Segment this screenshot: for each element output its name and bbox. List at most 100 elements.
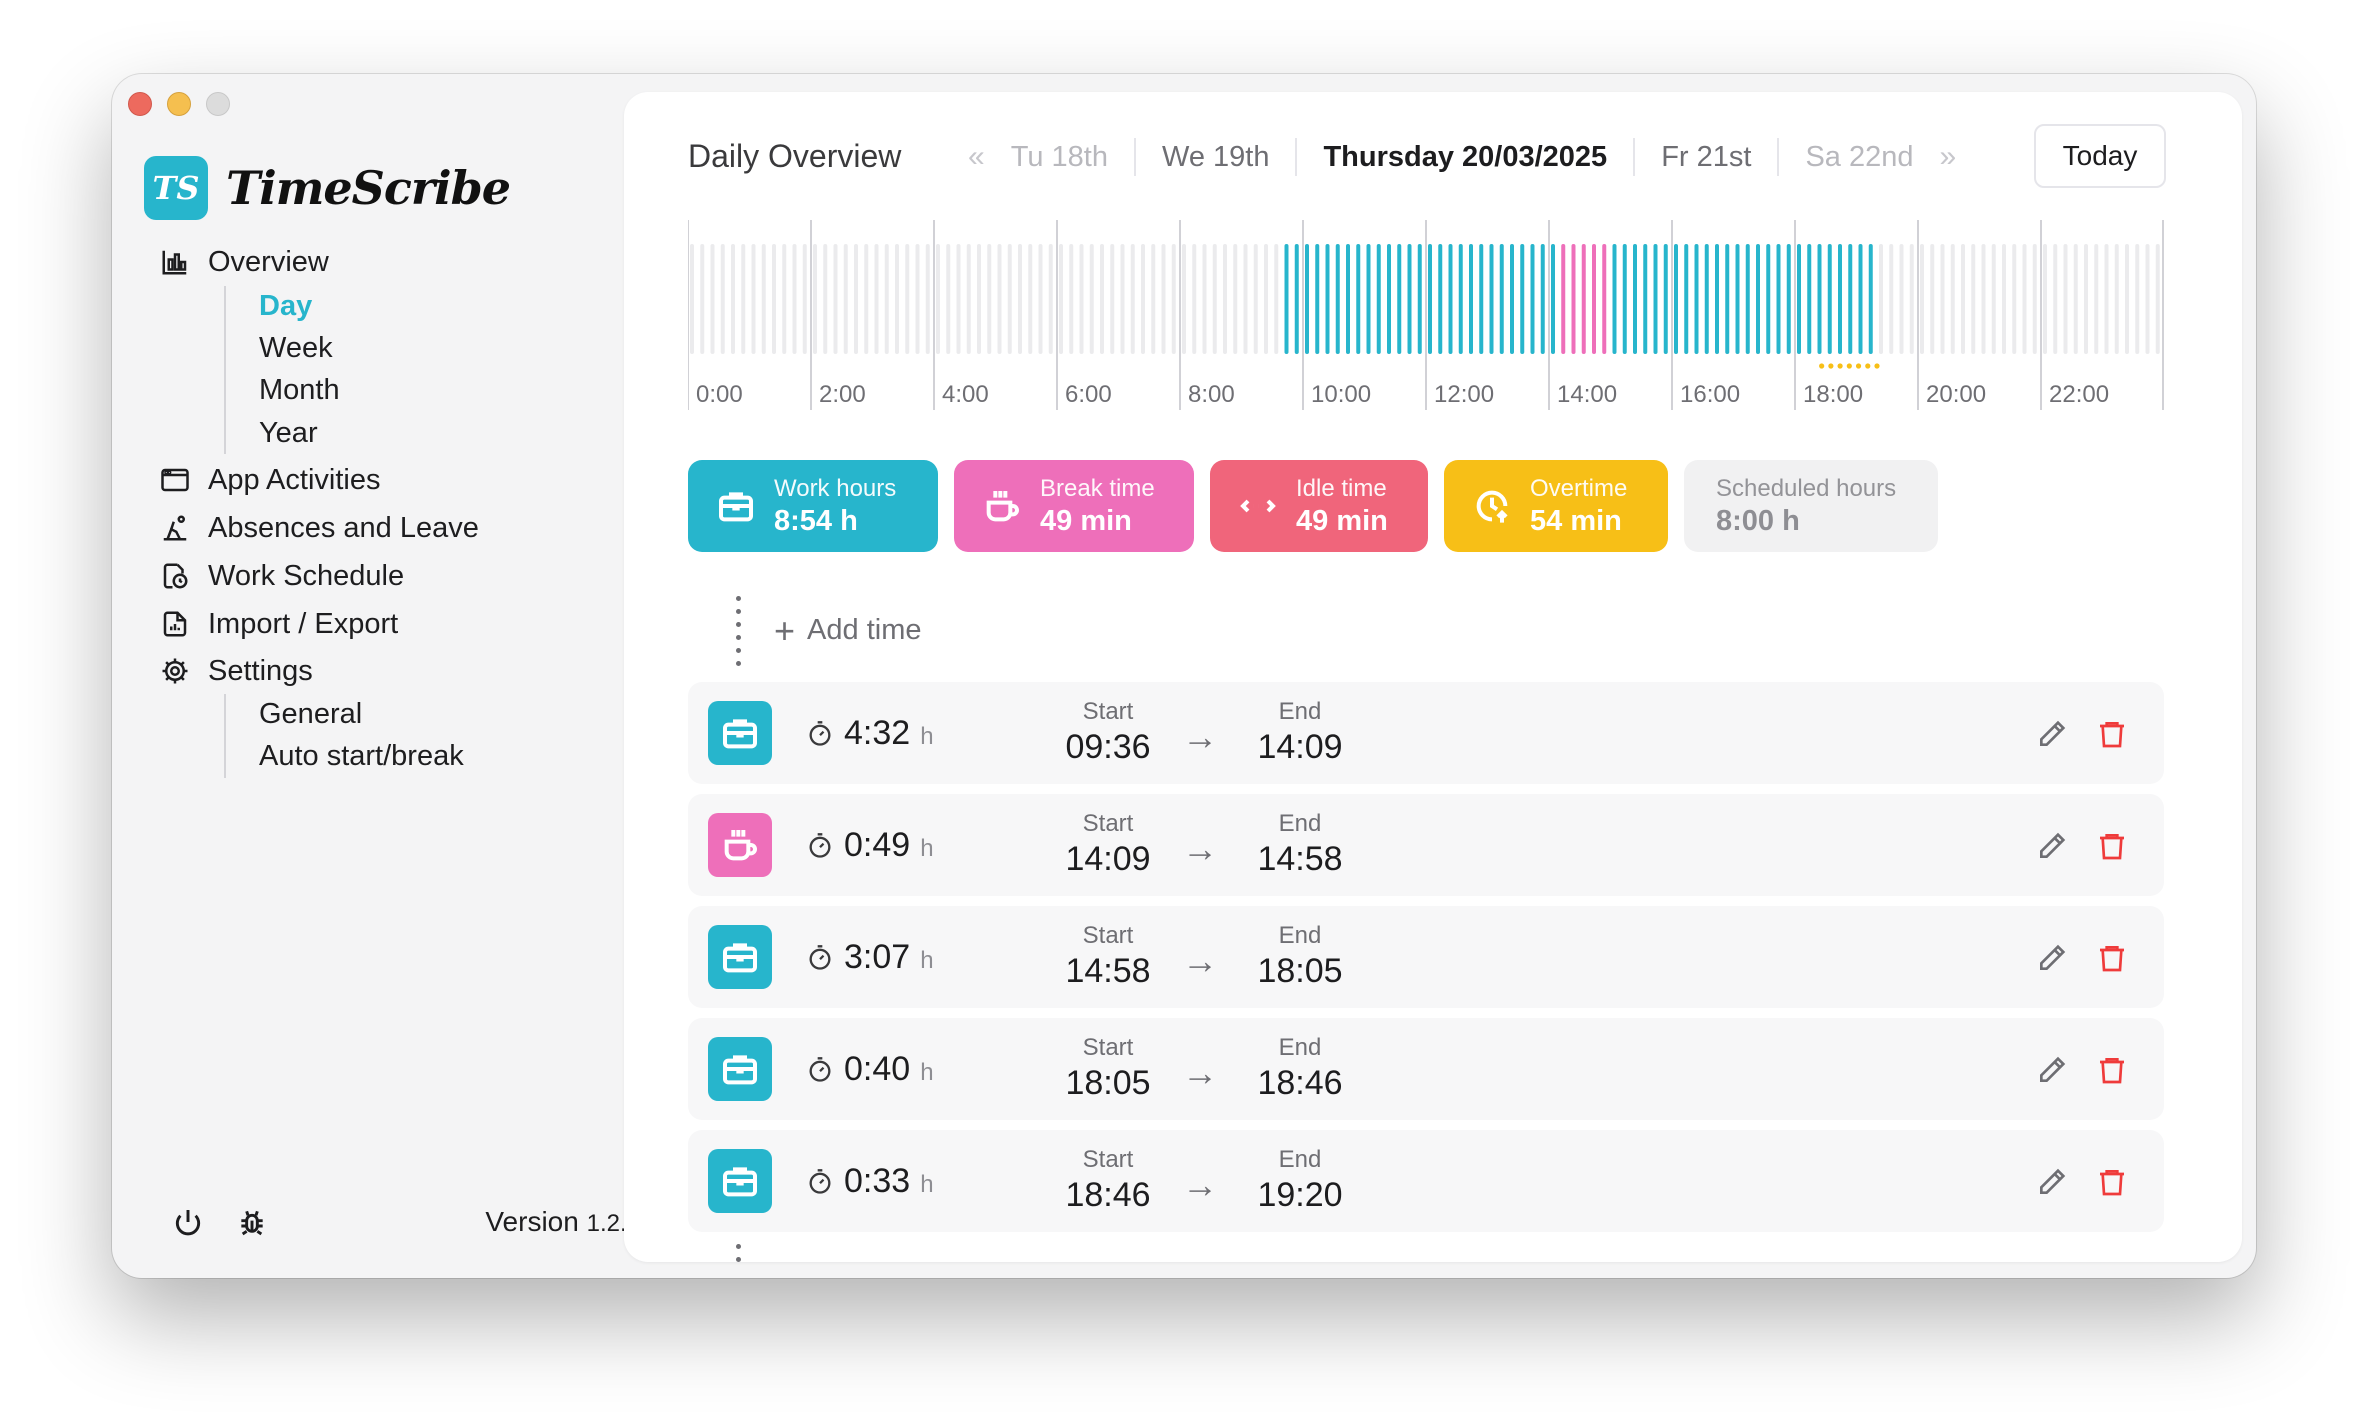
minimize-window-button[interactable] (167, 92, 191, 116)
delete-entry-button[interactable] (2096, 830, 2128, 862)
double-chevron-left-icon[interactable]: « (968, 140, 985, 173)
timeline-slot (2022, 244, 2027, 354)
timeline-slot (854, 244, 858, 354)
timeline-slot (1899, 244, 1904, 354)
page-title: Daily Overview (688, 138, 902, 174)
sidebar-item-absences[interactable]: Absences and Leave (160, 506, 479, 550)
timeline-slot (1018, 244, 1022, 354)
time-entry[interactable]: 0:49 h Start 14:09 → End 14:58 (688, 794, 2164, 896)
sidebar-item-label: App Activities (208, 463, 381, 496)
timeline-slot (2084, 244, 2088, 354)
duration-unit: h (920, 835, 934, 862)
day-separator (1777, 138, 1780, 176)
delete-entry-button[interactable] (2096, 942, 2128, 974)
sidebar-subitem-month[interactable]: Month (259, 373, 340, 406)
timeline-hour-label: 20:00 (1926, 381, 1986, 408)
sidebar-item-label: Absences and Leave (208, 511, 479, 544)
entry-duration: 0:33 h (806, 1162, 934, 1201)
edit-entry-button[interactable] (2036, 1166, 2068, 1198)
timeline-slot (1735, 244, 1740, 354)
timeline-slot (1438, 244, 1443, 354)
double-chevron-right-icon[interactable]: » (1939, 140, 1957, 173)
bug-icon[interactable] (236, 1206, 268, 1238)
edit-entry-button[interactable] (2036, 718, 2068, 750)
entry-type-badge (708, 925, 772, 989)
day-tab-prev-1[interactable]: We 19th (1161, 140, 1270, 173)
delete-entry-button[interactable] (2096, 1054, 2128, 1086)
overtime-marker-dot (1874, 363, 1880, 369)
sidebar-item-app-activities[interactable]: App Activities (160, 458, 380, 502)
chart-icon (162, 250, 187, 275)
app-logo: TS TimeScribe (144, 156, 511, 220)
time-entries-list: 4:32 h Start 09:36 → End 14:09 0:49 h (688, 682, 2164, 1268)
sidebar-item-work-schedule[interactable]: Work Schedule (160, 554, 404, 598)
time-entry[interactable]: 3:07 h Start 14:58 → End 18:05 (688, 906, 2164, 1008)
pencil-icon (2040, 944, 2066, 970)
timeline-slot (1079, 244, 1084, 354)
schedule-icon (163, 563, 188, 589)
duration-value: 0:49 (844, 826, 911, 864)
sidebar-subitem-day[interactable]: Day (259, 289, 313, 322)
timeline-slot (2053, 244, 2058, 354)
timeline-slot (1592, 244, 1596, 354)
end-time: 18:05 (1257, 952, 1343, 990)
sidebar-item-overview[interactable]: Overview (160, 240, 329, 284)
cup-icon (724, 830, 757, 861)
power-icon[interactable] (172, 1206, 204, 1238)
sidebar-subitem-general[interactable]: General (259, 697, 363, 730)
entry-start: Start 14:09 (1048, 810, 1168, 879)
timeline-slot (751, 244, 756, 354)
timeline-slot (1233, 244, 1238, 354)
stopwatch-icon (809, 1056, 831, 1082)
stat-label: Break time (1040, 474, 1155, 502)
edit-entry-button[interactable] (2036, 1054, 2068, 1086)
day-timeline: 0:00 2:00 4:00 6:00 8:00 10:00 12:00 14:00 16:00… (688, 220, 2164, 420)
sidebar-item-label: Import / Export (208, 607, 399, 640)
sidebar-footer: Version 1.2.0 (160, 1200, 640, 1240)
briefcase-icon (723, 943, 757, 973)
entry-duration: 0:49 h (806, 826, 934, 865)
edit-entry-button[interactable] (2036, 942, 2068, 974)
delete-entry-button[interactable] (2096, 1166, 2128, 1198)
timeline-slot (1274, 244, 1279, 354)
timeline-slot (1786, 244, 1791, 354)
end-time: 18:46 (1257, 1064, 1343, 1102)
sidebar-subitem-auto-start-break[interactable]: Auto start/break (259, 739, 464, 772)
zoom-window-button[interactable] (206, 92, 230, 116)
time-entry[interactable]: 0:33 h Start 18:46 → End 19:20 (688, 1130, 2164, 1232)
add-time-button[interactable]: + Add time (774, 612, 921, 648)
duration-value: 3:07 (844, 938, 911, 976)
timeline-slot (2135, 244, 2140, 354)
sidebar-item-settings[interactable]: Settings (160, 649, 313, 693)
timeline-slot (2094, 244, 2099, 354)
day-tab-next-2[interactable]: Sa 22nd (1805, 140, 1914, 173)
timeline-slot (1356, 244, 1361, 354)
close-window-button[interactable] (128, 92, 152, 116)
today-button[interactable]: Today (2034, 124, 2166, 188)
time-entry[interactable]: 4:32 h Start 09:36 → End 14:09 (688, 682, 2164, 784)
timeline-slot (1561, 244, 1566, 354)
duration-unit: h (920, 947, 934, 974)
day-tab-prev-2[interactable]: Tu 18th (1010, 140, 1108, 173)
timeline-hour-label: 16:00 (1680, 381, 1740, 408)
timeline-slot (1376, 244, 1381, 354)
day-tab-next-1[interactable]: Fr 21st (1661, 140, 1752, 173)
time-entry[interactable]: 0:40 h Start 18:05 → End 18:46 (688, 1018, 2164, 1120)
timeline-hour-label: 6:00 (1065, 381, 1112, 408)
sidebar-subitem-year[interactable]: Year (259, 416, 318, 449)
timeline-slot (690, 244, 694, 354)
sidebar-item-import-export[interactable]: Import / Export (160, 602, 398, 646)
end-caption: End (1278, 698, 1322, 725)
clock-up-icon (1476, 490, 1508, 523)
delete-entry-button[interactable] (2096, 718, 2128, 750)
timeline-slot (987, 244, 992, 354)
edit-entry-button[interactable] (2036, 830, 2068, 862)
timeline-slot (1725, 244, 1730, 354)
timeline-slot (2104, 244, 2109, 354)
sidebar-subitem-week[interactable]: Week (259, 331, 333, 364)
timeline-slot (1305, 244, 1309, 354)
timeline-slot (1089, 244, 1094, 354)
day-tab-current[interactable]: Thursday 20/03/2025 (1323, 140, 1608, 173)
timeline-slot (1961, 244, 1965, 354)
timeline-slot (1489, 244, 1494, 354)
